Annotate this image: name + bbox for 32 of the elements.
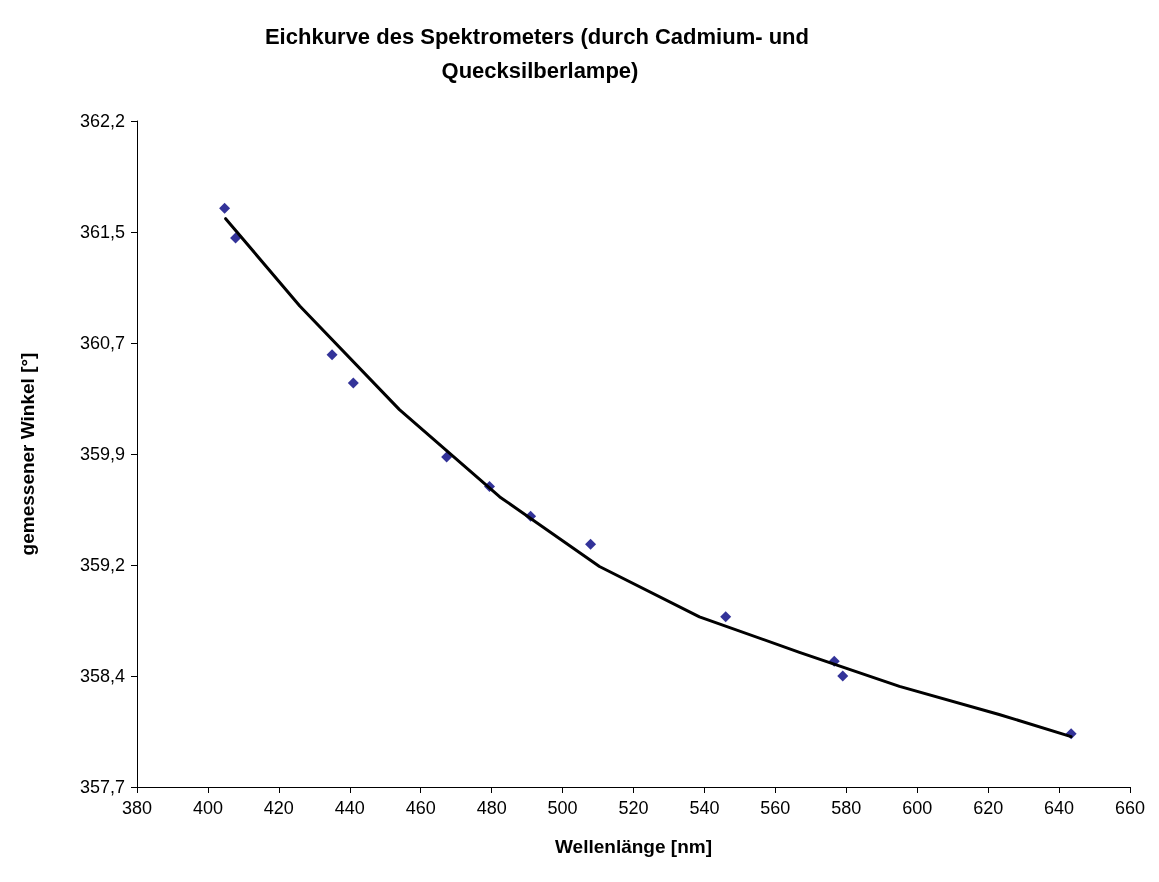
x-tick-label: 480 [476, 798, 507, 818]
x-axis-title: Wellenlänge [nm] [555, 836, 712, 857]
y-tick-label: 359,2 [79, 555, 125, 575]
y-tick-label: 360,7 [79, 333, 125, 353]
x-tick-label: 640 [1044, 798, 1075, 818]
y-axis-title: gemessener Winkel [°] [17, 352, 38, 556]
point [720, 611, 732, 623]
x-tick-label: 460 [405, 798, 436, 818]
x-tick-label: 660 [1114, 798, 1146, 818]
x-tick-label: 560 [760, 798, 791, 818]
point [347, 377, 359, 389]
x-tick-label: 440 [334, 798, 365, 818]
x-tick-label: 600 [902, 798, 933, 818]
point [326, 349, 338, 361]
point [219, 202, 231, 214]
x-tick-label: 540 [689, 798, 720, 818]
point [585, 538, 597, 550]
y-tick-label: 359,9 [79, 444, 125, 464]
y-tick-label: 357,7 [79, 777, 125, 797]
x-tick-label: 500 [547, 798, 578, 818]
x-tick-label: 520 [618, 798, 649, 818]
point [837, 670, 849, 682]
point [230, 232, 242, 244]
x-tick-label: 380 [121, 798, 153, 818]
y-tick-label: 362,2 [79, 111, 125, 131]
x-tick-label: 400 [192, 798, 223, 818]
chart-title: Eichkurve des Spektrometers (durch Cadmium- und Quecksilberlampe) [264, 23, 816, 83]
y-tick-label: 358,4 [79, 666, 125, 686]
x-tick-label: 580 [831, 798, 862, 818]
x-tick-label: 620 [973, 798, 1004, 818]
x-tick-label: 420 [263, 798, 294, 818]
y-tick-label: 361,5 [79, 222, 125, 242]
